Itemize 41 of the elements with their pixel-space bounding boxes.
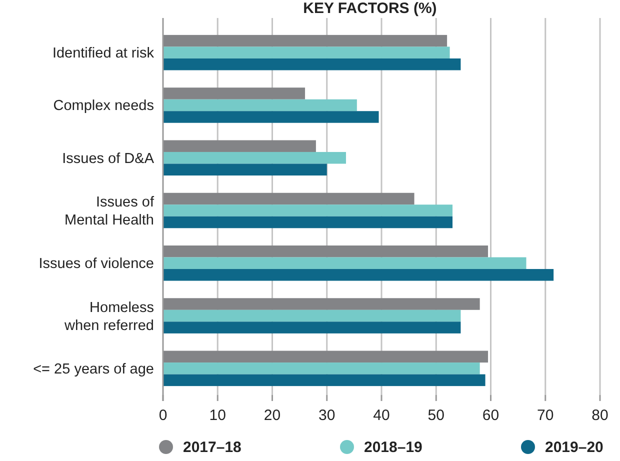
bar (163, 58, 461, 70)
bar (163, 99, 357, 112)
y-tick-label: Issues of D&A (62, 150, 154, 167)
bar (163, 374, 486, 386)
x-tick-label: 60 (482, 407, 500, 424)
bar (163, 246, 488, 258)
x-tick-label: 0 (158, 407, 168, 424)
legend-label: 2017–18 (183, 439, 242, 456)
y-tick-label: Issues of Mental Health (64, 194, 155, 228)
bar (163, 362, 480, 374)
y-tick-label: Homeless when referred (64, 300, 154, 334)
bar (163, 322, 461, 334)
bar (163, 140, 316, 152)
y-tick-label: Complex needs (53, 98, 154, 114)
x-tick-label: 30 (318, 407, 336, 424)
x-tick-label: 70 (537, 407, 554, 424)
bar (163, 34, 448, 47)
x-tick-label: 50 (428, 407, 444, 424)
bar (163, 164, 327, 176)
x-tick-label: 20 (264, 407, 281, 424)
bar (163, 192, 414, 205)
bar (163, 216, 453, 228)
y-tick-label: <= 25 years of age (33, 361, 154, 378)
bar (163, 46, 450, 58)
y-tick-label: Issues of violence (38, 256, 154, 272)
legend-label: 2019–20 (545, 439, 604, 456)
chart-title: KEY FACTORS (%) (303, 0, 437, 17)
x-tick-label: 40 (373, 407, 390, 424)
bar (163, 257, 526, 270)
bar (163, 88, 306, 100)
bar (163, 204, 453, 216)
bar (163, 152, 346, 164)
y-tick-label: Identified at risk (52, 46, 155, 62)
bar (163, 269, 554, 281)
bar (163, 310, 461, 322)
legend-label: 2018–19 (364, 439, 422, 456)
bar (163, 111, 379, 123)
x-tick-label: 10 (209, 407, 226, 424)
bar (163, 350, 488, 363)
x-tick-label: 80 (592, 407, 608, 424)
bar (163, 298, 480, 310)
